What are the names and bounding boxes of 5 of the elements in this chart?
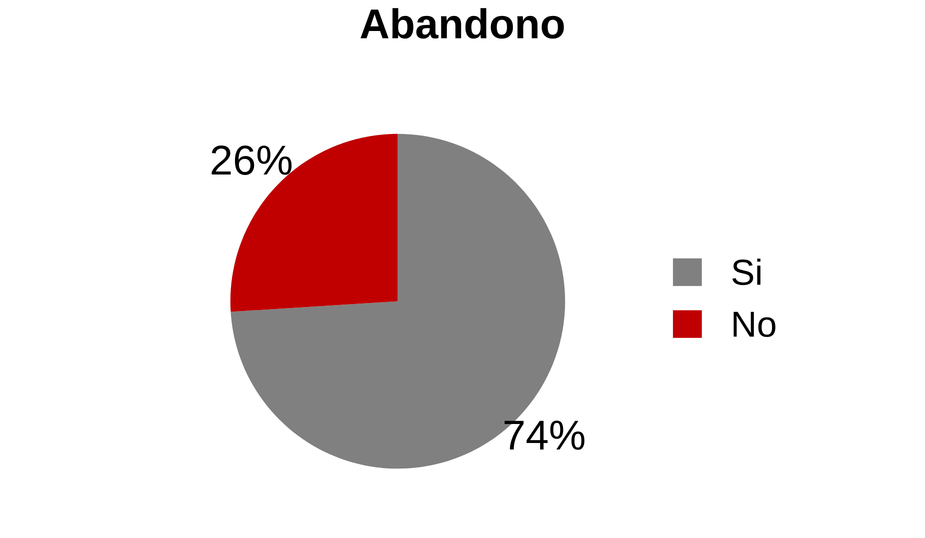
data-label: 74% (504, 420, 584, 450)
chart-title: Abandono (360, 8, 564, 39)
legend-label: No (734, 312, 776, 338)
legend-label: Si (732, 258, 760, 286)
data-label: 26% (212, 145, 292, 175)
